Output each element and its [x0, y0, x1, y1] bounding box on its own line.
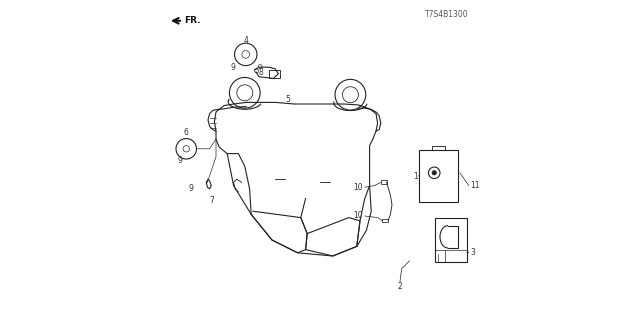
Bar	[435, 218, 467, 262]
Text: 5: 5	[285, 95, 290, 104]
Text: 6: 6	[184, 128, 189, 137]
Text: 4: 4	[243, 36, 248, 44]
Text: 11: 11	[470, 181, 480, 190]
Text: 9: 9	[230, 63, 236, 72]
Text: 8: 8	[259, 68, 263, 76]
Text: 10: 10	[353, 212, 364, 220]
Text: 9: 9	[189, 184, 193, 193]
Text: 9: 9	[178, 156, 182, 164]
Bar	[432, 146, 445, 150]
Text: 7: 7	[210, 196, 214, 204]
Text: 10: 10	[353, 183, 364, 192]
Bar	[383, 219, 388, 222]
Bar	[269, 70, 280, 78]
Bar	[381, 180, 387, 184]
Text: T7S4B1300: T7S4B1300	[425, 10, 468, 19]
Text: 1: 1	[413, 172, 418, 180]
Text: 2: 2	[397, 282, 403, 291]
Text: 3: 3	[470, 248, 476, 257]
Text: FR.: FR.	[184, 16, 200, 25]
Circle shape	[432, 171, 436, 175]
